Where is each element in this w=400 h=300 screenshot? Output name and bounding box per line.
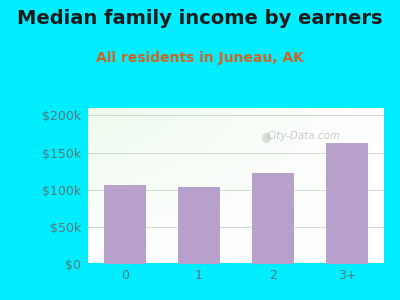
Text: All residents in Juneau, AK: All residents in Juneau, AK [96,51,304,65]
Text: City-Data.com: City-Data.com [267,131,341,141]
Bar [326,143,368,264]
Bar [252,173,294,264]
Text: Median family income by earners: Median family income by earners [17,9,383,28]
Bar [178,188,220,264]
Text: ●: ● [260,130,271,142]
Bar [104,184,146,264]
